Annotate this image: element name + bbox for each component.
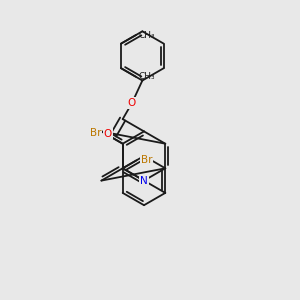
Text: CH₃: CH₃ [138,31,155,40]
Text: O: O [128,98,136,108]
Text: Br: Br [90,128,102,138]
Text: N: N [140,176,148,186]
Text: CH₃: CH₃ [138,72,155,81]
Text: Br: Br [141,155,152,165]
Text: O: O [104,129,112,139]
